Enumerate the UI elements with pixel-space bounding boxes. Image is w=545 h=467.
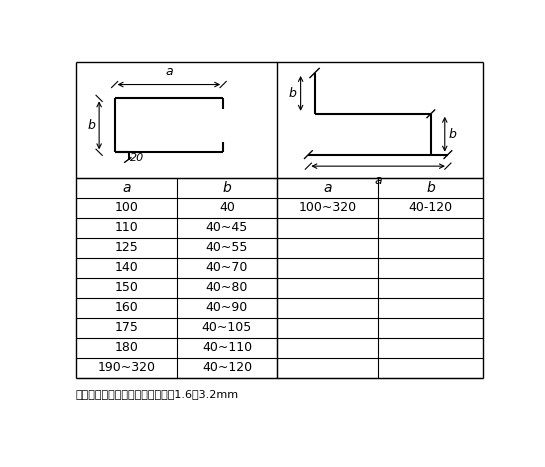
Text: 40-120: 40-120 <box>408 201 452 214</box>
Text: 150: 150 <box>114 281 138 294</box>
Text: b: b <box>289 87 297 100</box>
Text: 110: 110 <box>114 221 138 234</box>
Text: 40~120: 40~120 <box>202 361 252 375</box>
Text: 40~90: 40~90 <box>206 301 248 314</box>
Text: 160: 160 <box>114 301 138 314</box>
Text: 40~45: 40~45 <box>206 221 248 234</box>
Text: 40~55: 40~55 <box>206 241 248 254</box>
Text: 100: 100 <box>114 201 138 214</box>
Text: b: b <box>449 127 457 141</box>
Text: a: a <box>374 174 382 187</box>
Text: 125: 125 <box>114 241 138 254</box>
Text: 40~80: 40~80 <box>206 281 248 294</box>
Text: 180: 180 <box>114 341 138 354</box>
Text: 40~70: 40~70 <box>206 262 248 274</box>
Text: 40: 40 <box>219 201 235 214</box>
Text: a: a <box>122 181 130 195</box>
Text: 注：上述表格中的数量，适合板厚1.6～3.2mm: 注：上述表格中的数量，适合板厚1.6～3.2mm <box>76 389 239 399</box>
Text: a: a <box>165 65 173 78</box>
Text: b: b <box>222 181 232 195</box>
Text: b: b <box>426 181 435 195</box>
Text: 190~320: 190~320 <box>97 361 155 375</box>
Text: 40~105: 40~105 <box>202 321 252 334</box>
Text: a: a <box>324 181 332 195</box>
Text: 40~110: 40~110 <box>202 341 252 354</box>
Text: 100~320: 100~320 <box>299 201 357 214</box>
Text: 140: 140 <box>114 262 138 274</box>
Text: 175: 175 <box>114 321 138 334</box>
Text: 20: 20 <box>130 154 144 163</box>
Text: b: b <box>87 119 95 132</box>
